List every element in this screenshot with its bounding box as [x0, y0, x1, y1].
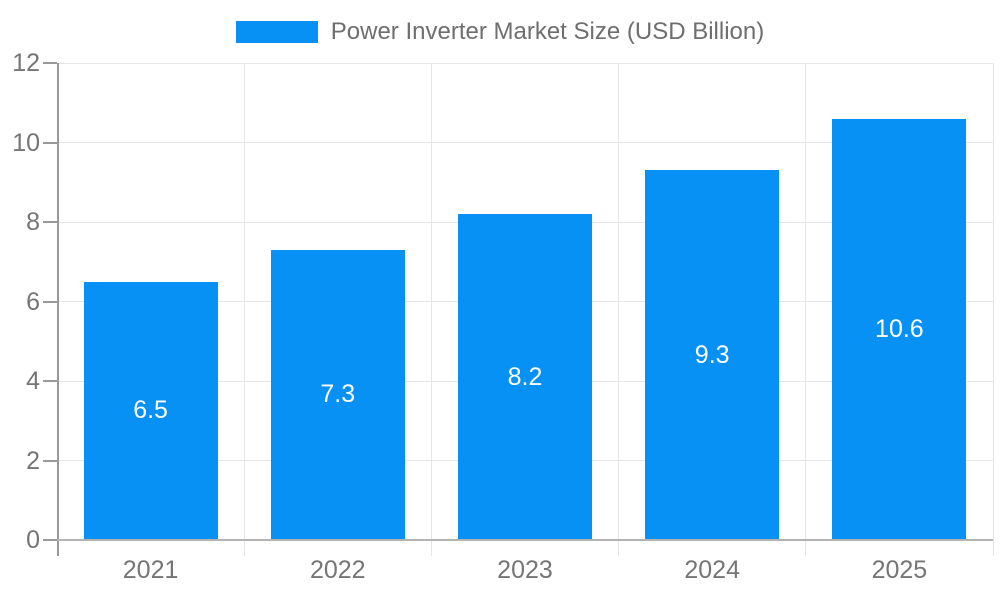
bar-value-label: 10.6: [875, 314, 924, 343]
x-axis-baseline: [57, 539, 993, 541]
category-separator: [243, 63, 245, 556]
legend-swatch: [235, 21, 318, 43]
bar-value-label: 7.3: [320, 380, 356, 409]
bar-value-label: 8.2: [507, 362, 543, 391]
y-tick-label: 2: [26, 446, 40, 475]
category-separator: [992, 63, 994, 556]
y-tick-label: 8: [26, 208, 40, 236]
chart-legend: Power Inverter Market Size (USD Billion): [0, 18, 1000, 46]
category-separator: [430, 63, 432, 556]
bar-value-label: 9.3: [694, 340, 730, 369]
y-axis-tick: [43, 141, 57, 144]
bar: 9.3: [645, 170, 780, 540]
y-axis-line: [57, 63, 59, 556]
y-tick-label: 6: [26, 287, 40, 316]
bar-value-label: 6.5: [133, 396, 168, 425]
x-tick-label: 2023: [497, 556, 553, 584]
y-axis-tick: [43, 380, 57, 382]
category-separator: [618, 63, 620, 556]
gridline: [57, 62, 993, 64]
y-tick-label: 0: [26, 526, 40, 554]
category-separator: [805, 63, 807, 556]
y-tick-label: 4: [26, 367, 40, 395]
y-axis-tick: [43, 221, 57, 223]
bar: 10.6: [832, 118, 967, 540]
y-axis-tick: [43, 62, 57, 64]
x-tick-label: 2021: [122, 556, 179, 584]
legend-label: Power Inverter Market Size (USD Billion): [330, 18, 765, 45]
bar: 6.5: [83, 281, 218, 540]
y-axis-tick: [43, 459, 57, 462]
y-tick-label: 12: [12, 49, 40, 77]
y-axis-tick: [43, 300, 57, 303]
plot-area: 6.5 7.3 8.2 9.3 10.6: [43, 62, 994, 556]
x-tick-label: 2025: [871, 556, 928, 584]
y-tick-label: 10: [12, 128, 40, 157]
x-tick-label: 2022: [309, 556, 366, 584]
x-tick-label: 2024: [684, 556, 740, 584]
y-axis-tick: [43, 539, 57, 541]
gridline: [57, 142, 993, 143]
bar: 7.3: [270, 249, 405, 540]
bar: 8.2: [458, 214, 592, 540]
